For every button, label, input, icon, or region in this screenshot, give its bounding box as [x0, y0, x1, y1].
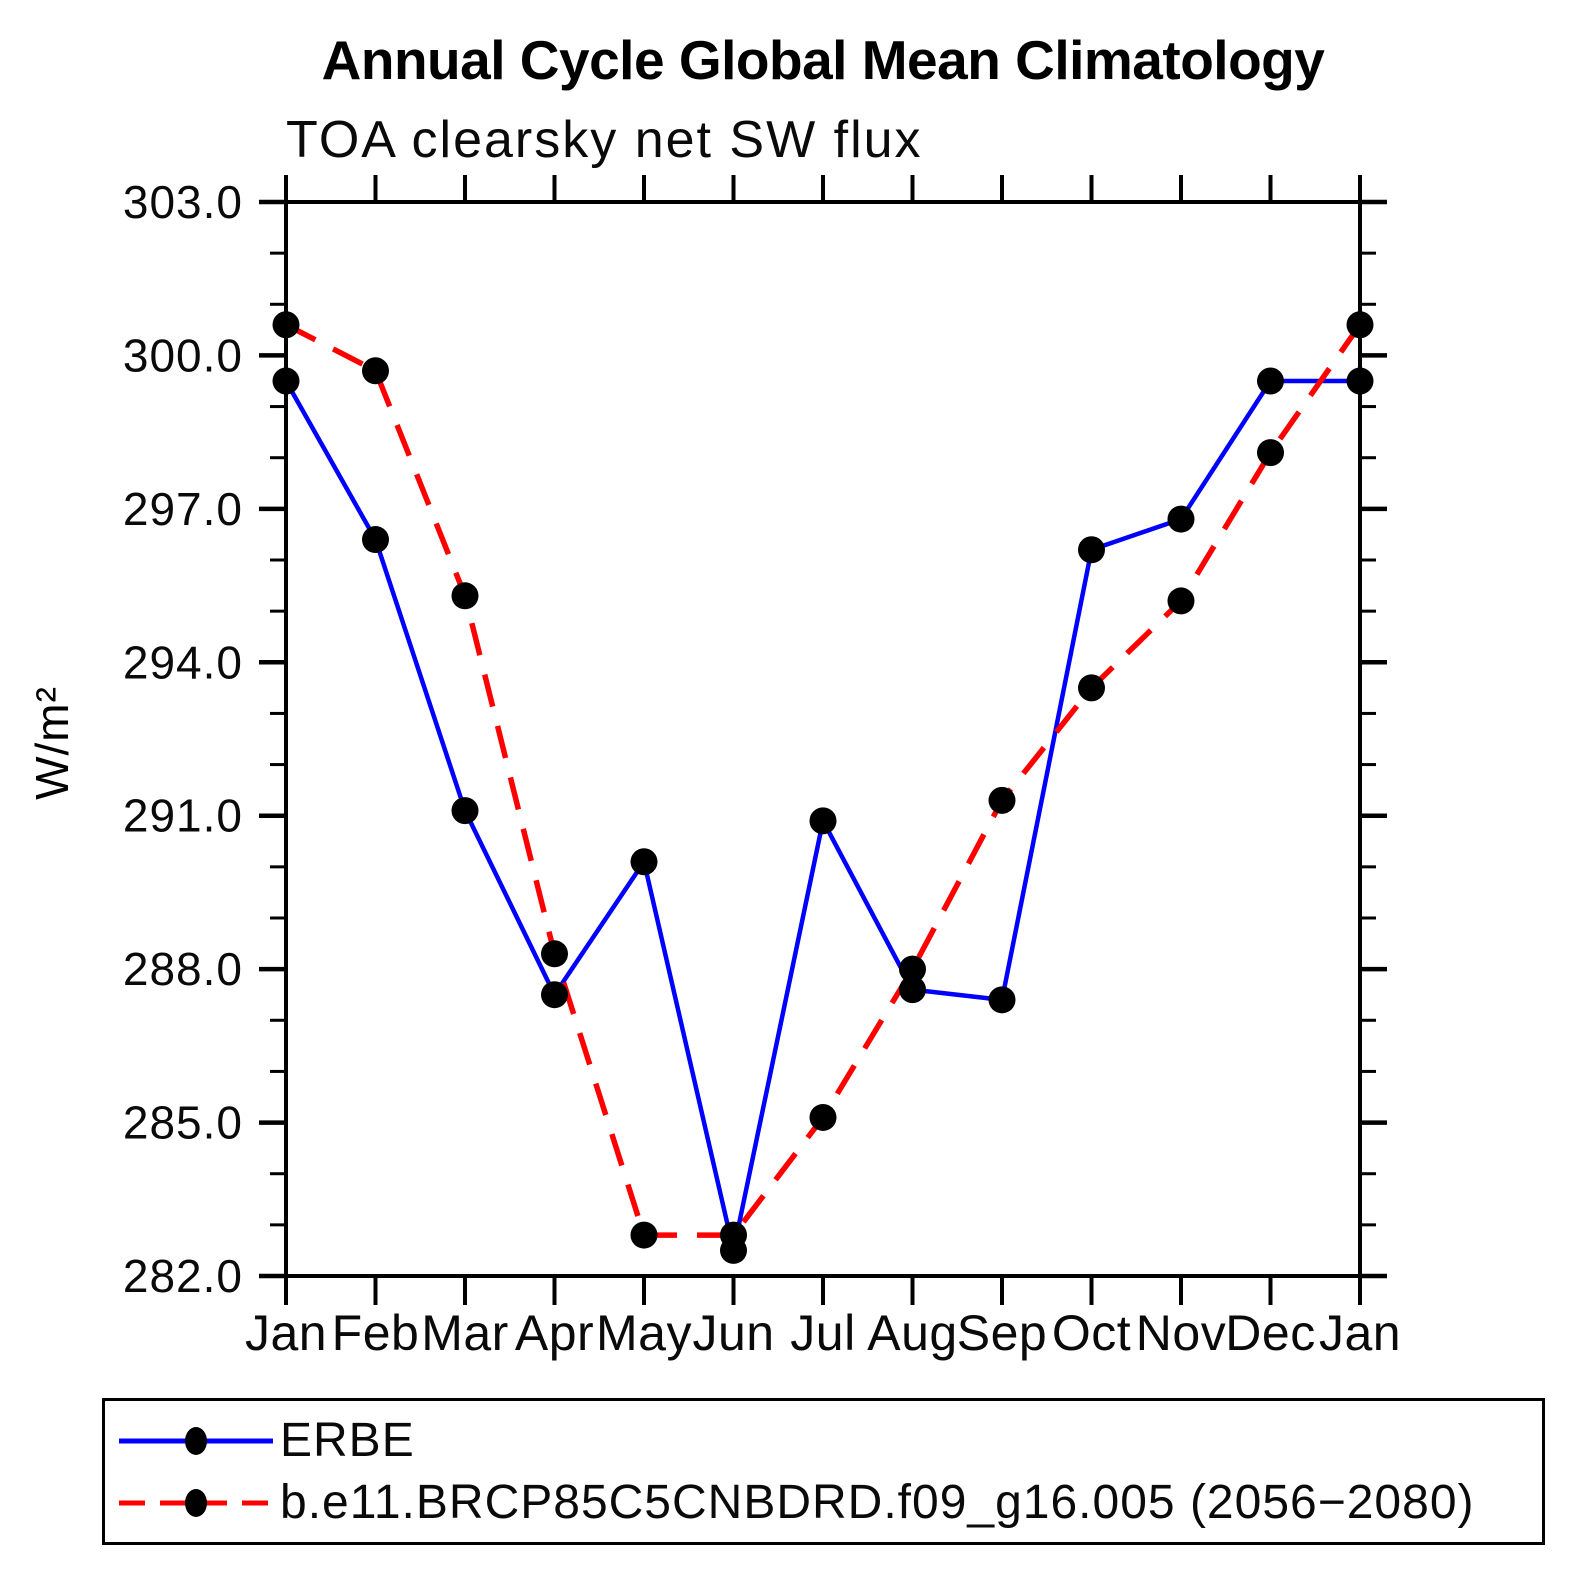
x-tick-label: Nov [1136, 1305, 1226, 1361]
x-tick-label: Aug [867, 1305, 957, 1361]
x-tick-label: Jun [692, 1305, 774, 1361]
legend-line-sample-model [119, 1488, 273, 1517]
legend-marker-dot [185, 1488, 207, 1517]
data-point-erbe-nov-10 [1167, 505, 1195, 533]
data-point-erbe-jul-6 [809, 807, 837, 835]
y-tick-label: 297.0 [123, 483, 243, 535]
data-point-erbe-apr-3 [541, 981, 568, 1009]
data-point-erbe-dec-11 [1257, 367, 1284, 395]
x-tick-label: Jul [790, 1305, 855, 1361]
data-point-model-mar-2 [451, 582, 479, 610]
legend-label-erbe: ERBE [280, 1414, 415, 1467]
y-tick-label: 300.0 [123, 329, 243, 381]
legend-label-model: b.e11.BRCP85C5CNBDRD.f09_g16.005 (2056−2… [280, 1476, 1475, 1529]
data-point-model-sep-8 [988, 786, 1016, 814]
data-point-erbe-aug-7 [899, 976, 926, 1004]
plot-area: 303.0 300.0 297.0 294.0 291.0 288.0 285.0 282.0… [123, 175, 1401, 1361]
legend-marker-dot [185, 1426, 207, 1455]
y-tick-label: 291.0 [123, 790, 243, 842]
data-point-erbe-may-4 [630, 848, 658, 876]
data-point-erbe-jan-0 [272, 367, 300, 395]
legend-box: ERBE b.e11.BRCP85C5CNBDRD.f09_g16.005 (2… [102, 1398, 1545, 1545]
data-point-model-nov-10 [1167, 587, 1195, 615]
legend-line-sample-erbe [119, 1426, 273, 1455]
series-line-model [284, 322, 1363, 1238]
x-tick-label: Feb [332, 1305, 420, 1361]
data-point-model-feb-1 [362, 357, 389, 385]
data-point-model-aug-7 [899, 955, 926, 983]
x-tick-label: Jan [245, 1305, 327, 1361]
y-tick-label: 285.0 [123, 1097, 243, 1149]
data-point-erbe-feb-1 [362, 526, 389, 554]
data-point-model-apr-3 [541, 940, 568, 968]
x-tick-label: Jan [1319, 1305, 1401, 1361]
x-tick-label: May [596, 1305, 692, 1361]
data-point-model-oct-9 [1078, 674, 1105, 702]
legend-entry-erbe: ERBE [105, 1410, 1542, 1472]
data-point-erbe-oct-9 [1078, 536, 1105, 564]
data-point-model-jan-0 [272, 311, 300, 339]
chart-subtitle: TOA clearsky net SW flux [286, 111, 923, 169]
data-point-erbe-sep-8 [988, 986, 1016, 1014]
data-point-model-jan-12 [1346, 311, 1374, 339]
y-tick-label: 282.0 [123, 1250, 243, 1302]
x-tick-label: Apr [515, 1305, 594, 1361]
legend-entry-model: b.e11.BRCP85C5CNBDRD.f09_g16.005 (2056−2… [105, 1472, 1542, 1534]
x-tick-label: Oct [1052, 1305, 1131, 1361]
y-tick-label: 303.0 [123, 176, 243, 228]
data-point-model-jul-6 [809, 1103, 837, 1131]
data-point-erbe-jan-12 [1346, 367, 1374, 395]
data-point-model-may-4 [630, 1221, 658, 1249]
data-point-model-jun-5 [720, 1221, 747, 1249]
x-tick-label: Sep [957, 1305, 1047, 1361]
plot-border [284, 200, 1362, 1278]
chart-title: Annual Cycle Global Mean Climatology [321, 29, 1325, 91]
data-point-erbe-mar-2 [451, 797, 479, 825]
data-point-model-dec-11 [1257, 439, 1284, 467]
y-tick-label: 294.0 [123, 636, 243, 688]
x-tick-label: Mar [421, 1305, 509, 1361]
y-tick-label: 288.0 [123, 943, 243, 995]
x-tick-label: Dec [1225, 1305, 1315, 1361]
